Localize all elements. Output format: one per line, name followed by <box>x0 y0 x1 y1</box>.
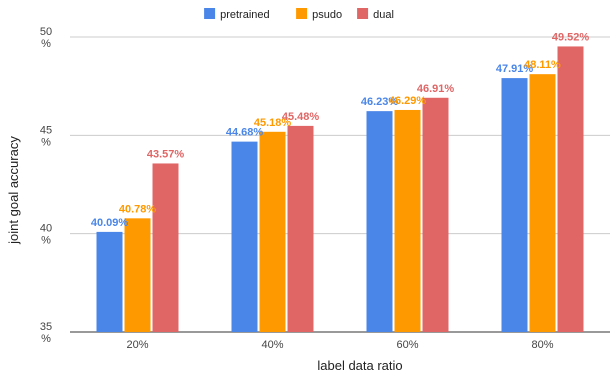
data-label-pretrained: 46.23% <box>361 96 399 108</box>
bar-psudo <box>529 74 556 333</box>
x-axis-ticks: 20% 40% 60% 80% <box>126 339 553 351</box>
data-label-psudo: 48.11% <box>524 59 561 71</box>
data-label-psudo: 40.78% <box>119 203 157 215</box>
bar-psudo <box>259 131 286 332</box>
bar-dual <box>557 46 584 332</box>
y-tick-unit: % <box>41 235 51 247</box>
data-label-pretrained: 47.91% <box>496 63 534 75</box>
legend-label-psudo: psudo <box>312 9 342 21</box>
legend-swatch-pretrained <box>204 8 216 19</box>
gridlines <box>70 36 610 333</box>
x-tick-label: 40% <box>261 339 283 351</box>
bar-psudo <box>394 109 421 332</box>
data-label-dual: 49.52% <box>552 31 590 43</box>
x-tick-label: 20% <box>126 339 148 351</box>
bar-pretrained <box>96 231 123 332</box>
data-label-psudo: 45.18% <box>254 117 292 129</box>
x-tick-label: 80% <box>531 339 553 351</box>
x-tick-label: 60% <box>396 339 418 351</box>
legend-label-pretrained: pretrained <box>220 9 270 21</box>
data-label-pretrained: 40.09% <box>91 217 129 229</box>
bar-dual <box>152 163 179 332</box>
legend-swatch-dual <box>357 8 369 19</box>
data-label-pretrained: 44.68% <box>226 127 264 139</box>
y-axis-ticks: 35%40%45%50% <box>40 26 52 345</box>
legend: pretrained psudo dual <box>204 8 394 21</box>
y-tick-unit: % <box>41 136 51 148</box>
legend-label-dual: dual <box>373 9 394 21</box>
bar-dual <box>287 125 314 332</box>
x-axis-title: label data ratio <box>317 358 402 373</box>
data-label-dual: 46.91% <box>417 83 455 95</box>
bar-pretrained <box>501 78 528 332</box>
bar-pretrained <box>231 141 258 332</box>
data-labels: 40.09% 40.78% 43.57% 44.68%45.18%45.48% 46.2… <box>91 31 590 228</box>
y-tick-label: 35 <box>40 321 52 333</box>
y-tick-label: 40 <box>40 223 52 235</box>
y-tick-label: 50 <box>40 26 52 38</box>
bar-psudo <box>124 218 151 332</box>
bar-pretrained <box>366 111 393 332</box>
y-tick-label: 45 <box>40 124 52 136</box>
bar-dual <box>422 97 449 333</box>
data-label-dual: 43.57% <box>147 148 185 160</box>
y-tick-unit: % <box>41 333 51 345</box>
bars <box>96 46 584 333</box>
y-tick-unit: % <box>41 38 51 50</box>
data-label-dual: 45.48% <box>282 111 320 123</box>
legend-swatch-psudo <box>296 8 308 19</box>
y-axis-title: joint goal accuracy <box>6 136 21 245</box>
data-label-psudo: 46.29% <box>389 95 427 107</box>
